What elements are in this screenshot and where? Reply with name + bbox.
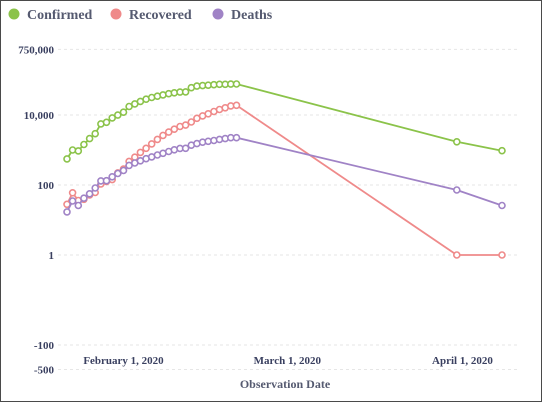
series-recovered <box>64 102 505 258</box>
data-point[interactable] <box>64 209 70 215</box>
data-point[interactable] <box>75 148 81 154</box>
y-axis: 750,000 10,000 100 1 -100 -500 <box>18 44 54 376</box>
series-deaths <box>64 135 505 215</box>
x-axis-title: Observation Date <box>240 377 331 391</box>
data-point[interactable] <box>121 168 127 174</box>
plot-area <box>64 81 505 258</box>
data-point[interactable] <box>87 136 93 142</box>
series-line <box>67 84 502 159</box>
data-point[interactable] <box>234 81 240 87</box>
data-point[interactable] <box>143 145 149 151</box>
data-point[interactable] <box>75 203 81 209</box>
data-point[interactable] <box>70 190 76 196</box>
data-point[interactable] <box>137 149 143 155</box>
series-line <box>67 105 502 255</box>
data-point[interactable] <box>234 135 240 141</box>
data-point[interactable] <box>454 139 460 145</box>
data-point[interactable] <box>92 131 98 137</box>
x-axis: February 1, 2020 March 1, 2020 April 1, 20… <box>83 355 493 367</box>
data-point[interactable] <box>234 102 240 108</box>
y-tick-label: -100 <box>34 340 55 352</box>
legend-label: Deaths <box>231 8 273 23</box>
data-point[interactable] <box>104 119 110 125</box>
x-tick-label: April 1, 2020 <box>432 355 493 367</box>
data-point[interactable] <box>104 178 110 184</box>
legend-marker <box>111 9 122 20</box>
data-point[interactable] <box>499 203 505 209</box>
data-point[interactable] <box>149 141 155 147</box>
data-point[interactable] <box>454 252 460 258</box>
legend: Confirmed Recovered Deaths <box>9 8 273 23</box>
data-point[interactable] <box>188 119 194 125</box>
data-point[interactable] <box>154 136 160 142</box>
data-point[interactable] <box>454 187 460 193</box>
y-tick-label: 750,000 <box>18 44 54 56</box>
y-tick-label: 1 <box>49 250 55 262</box>
y-tick-label: -500 <box>34 364 55 376</box>
legend-item-deaths[interactable]: Deaths <box>213 8 273 23</box>
data-point[interactable] <box>64 156 70 162</box>
x-tick-label: March 1, 2020 <box>254 355 322 367</box>
legend-marker <box>9 9 20 20</box>
data-point[interactable] <box>70 198 76 204</box>
x-tick-label: February 1, 2020 <box>83 355 164 367</box>
data-point[interactable] <box>499 252 505 258</box>
data-point[interactable] <box>499 148 505 154</box>
data-point[interactable] <box>92 185 98 191</box>
y-tick-label: 100 <box>38 180 55 192</box>
legend-label: Recovered <box>129 8 192 23</box>
legend-item-recovered[interactable]: Recovered <box>111 8 192 23</box>
data-point[interactable] <box>81 195 87 201</box>
data-point[interactable] <box>81 142 87 148</box>
data-point[interactable] <box>87 191 93 197</box>
legend-label: Confirmed <box>27 8 93 23</box>
legend-marker <box>213 9 224 20</box>
series-line <box>67 138 502 212</box>
data-point[interactable] <box>183 89 189 95</box>
y-tick-label: 10,000 <box>24 110 55 122</box>
legend-item-confirmed[interactable]: Confirmed <box>9 8 93 23</box>
data-point[interactable] <box>121 109 127 115</box>
